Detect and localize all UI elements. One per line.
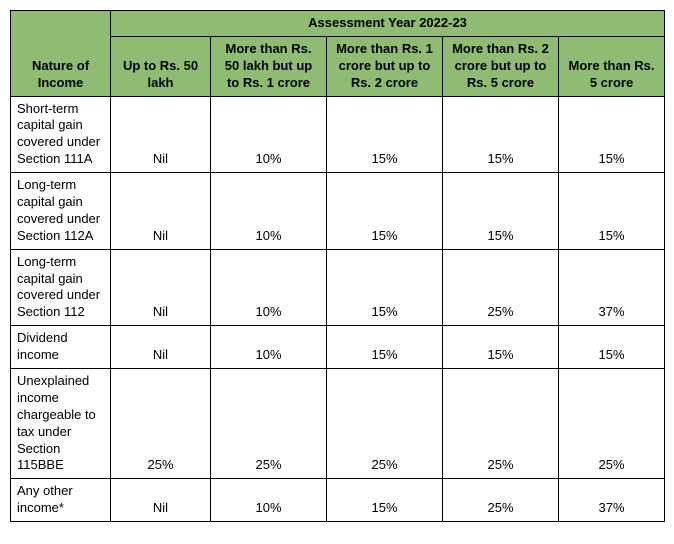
cell: 25% bbox=[443, 249, 559, 326]
cell: 15% bbox=[559, 326, 665, 369]
corner-header: Nature of Income bbox=[11, 11, 111, 97]
cell: 15% bbox=[559, 96, 665, 173]
row-label: Long-term capital gain covered under Sec… bbox=[11, 249, 111, 326]
cell: 25% bbox=[443, 369, 559, 479]
cell: 10% bbox=[211, 173, 327, 250]
cell: 15% bbox=[327, 173, 443, 250]
super-header: Assessment Year 2022-23 bbox=[111, 11, 665, 37]
cell: 15% bbox=[443, 173, 559, 250]
cell: 25% bbox=[443, 479, 559, 522]
cell: 15% bbox=[443, 326, 559, 369]
col-header-4: More than Rs. 5 crore bbox=[559, 36, 665, 96]
cell: 15% bbox=[327, 249, 443, 326]
row-label: Any other income* bbox=[11, 479, 111, 522]
row-label: Unexplained income chargeable to tax und… bbox=[11, 369, 111, 479]
cell: 15% bbox=[559, 173, 665, 250]
col-header-3: More than Rs. 2 crore but up to Rs. 5 cr… bbox=[443, 36, 559, 96]
table-row: Unexplained income chargeable to tax und… bbox=[11, 369, 665, 479]
row-label: Long-term capital gain covered under Sec… bbox=[11, 173, 111, 250]
cell: Nil bbox=[111, 173, 211, 250]
cell: 10% bbox=[211, 479, 327, 522]
cell: Nil bbox=[111, 326, 211, 369]
cell: 15% bbox=[327, 96, 443, 173]
col-header-0: Up to Rs. 50 lakh bbox=[111, 36, 211, 96]
table-body: Short-term capital gain covered under Se… bbox=[11, 96, 665, 522]
cell: 10% bbox=[211, 96, 327, 173]
col-header-1: More than Rs. 50 lakh but up to Rs. 1 cr… bbox=[211, 36, 327, 96]
row-label: Short-term capital gain covered under Se… bbox=[11, 96, 111, 173]
cell: 10% bbox=[211, 326, 327, 369]
cell: 25% bbox=[559, 369, 665, 479]
cell: 10% bbox=[211, 249, 327, 326]
cell: 25% bbox=[111, 369, 211, 479]
cell: Nil bbox=[111, 249, 211, 326]
cell: 15% bbox=[327, 326, 443, 369]
table-row: Any other income* Nil 10% 15% 25% 37% bbox=[11, 479, 665, 522]
cell: 25% bbox=[211, 369, 327, 479]
cell: 15% bbox=[327, 479, 443, 522]
cell: 15% bbox=[443, 96, 559, 173]
cell: 25% bbox=[327, 369, 443, 479]
table-header: Nature of Income Assessment Year 2022-23… bbox=[11, 11, 665, 97]
cell: Nil bbox=[111, 96, 211, 173]
row-label: Dividend income bbox=[11, 326, 111, 369]
cell: 37% bbox=[559, 249, 665, 326]
cell: 37% bbox=[559, 479, 665, 522]
table-row: Short-term capital gain covered under Se… bbox=[11, 96, 665, 173]
table-row: Dividend income Nil 10% 15% 15% 15% bbox=[11, 326, 665, 369]
table-row: Long-term capital gain covered under Sec… bbox=[11, 173, 665, 250]
cell: Nil bbox=[111, 479, 211, 522]
col-header-2: More than Rs. 1 crore but up to Rs. 2 cr… bbox=[327, 36, 443, 96]
tax-surcharge-table: Nature of Income Assessment Year 2022-23… bbox=[10, 10, 665, 522]
table-row: Long-term capital gain covered under Sec… bbox=[11, 249, 665, 326]
